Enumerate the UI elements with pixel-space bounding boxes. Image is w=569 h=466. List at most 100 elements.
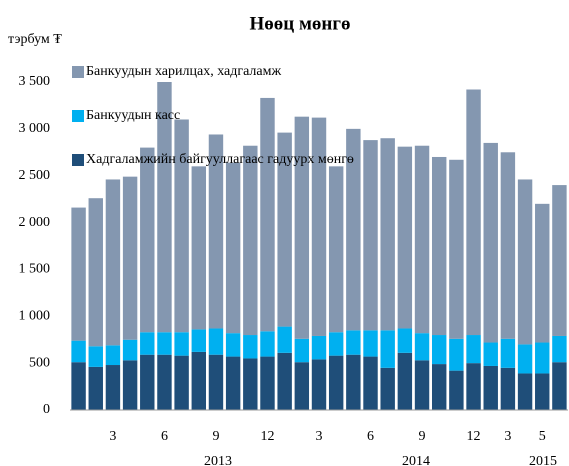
bar-segment xyxy=(397,328,413,353)
bar-segment xyxy=(535,203,550,343)
bar-segment xyxy=(191,329,207,352)
bar-segment xyxy=(311,117,327,336)
bar-segment xyxy=(466,89,481,336)
x-tick-label: 6 xyxy=(367,429,374,444)
bar-segment xyxy=(483,365,498,410)
bar-segment xyxy=(294,116,310,339)
bar-segment xyxy=(414,145,430,334)
bar-segment xyxy=(346,330,361,355)
bar-segment xyxy=(208,328,224,355)
bar-segment xyxy=(225,356,241,410)
bar-segment xyxy=(535,342,550,374)
legend-label: Банкуудын харилцах, хадгаламж xyxy=(86,64,281,79)
bar-segment xyxy=(346,128,361,331)
bar-segment xyxy=(122,339,138,361)
y-axis-label: тэрбум ₮ xyxy=(8,32,62,47)
bar-segment xyxy=(380,138,395,331)
bar-segment xyxy=(208,354,224,410)
bar-segment xyxy=(174,355,189,410)
bar-segment xyxy=(517,344,533,374)
x-tick-label: 9 xyxy=(419,429,426,444)
legend-swatch xyxy=(72,110,84,122)
bar-segment xyxy=(397,352,413,410)
bar-segment xyxy=(260,97,275,332)
bar-segment xyxy=(500,367,516,410)
bar-segment xyxy=(363,356,378,410)
bar-segment xyxy=(105,345,121,366)
year-label: 2014 xyxy=(402,454,430,466)
bar-segment xyxy=(552,335,567,363)
bar-segment xyxy=(483,342,498,366)
bar-segment xyxy=(466,363,481,410)
bar-segment xyxy=(191,351,207,410)
bar-segment xyxy=(191,166,207,330)
x-tick-label: 5 xyxy=(539,429,546,444)
bar-segment xyxy=(346,354,361,410)
y-tick-label: 1 000 xyxy=(19,309,51,324)
bar-segment xyxy=(260,331,275,357)
bar-segment xyxy=(466,335,481,364)
bar-segment xyxy=(122,176,138,340)
bar-segment xyxy=(517,373,533,410)
bar-segment xyxy=(294,338,310,363)
legend-label: Хадгаламжийн байгууллагаас гадуурх мөнгө xyxy=(86,152,354,167)
bar-segment xyxy=(71,207,86,341)
bar-segment xyxy=(552,362,567,410)
bar-segment xyxy=(311,335,327,360)
bar-segment xyxy=(397,146,413,329)
y-tick-label: 3 500 xyxy=(19,74,51,89)
x-tick-label: 12 xyxy=(260,429,274,444)
bar-segment xyxy=(140,354,155,410)
bar-segment xyxy=(535,373,550,410)
legend-swatch xyxy=(72,154,84,166)
bar-segment xyxy=(449,338,464,371)
bar-segment xyxy=(277,326,292,353)
bar-segment xyxy=(157,354,172,410)
bar-segment xyxy=(277,132,292,327)
x-tick-label: 9 xyxy=(212,429,219,444)
bar-segment xyxy=(71,340,86,363)
bar-segment xyxy=(174,332,189,356)
bar-segment xyxy=(431,156,447,336)
bar-segment xyxy=(500,338,516,368)
bar-segment xyxy=(294,362,310,410)
bar-segment xyxy=(449,159,464,339)
bar-segment xyxy=(140,147,155,333)
y-tick-label: 1 500 xyxy=(19,262,51,277)
bar-segment xyxy=(328,332,344,356)
bar-segment xyxy=(414,360,430,410)
bar-segment xyxy=(328,166,344,333)
bar-segment xyxy=(88,366,103,410)
bar-segment xyxy=(225,333,241,357)
bar-segment xyxy=(105,179,121,346)
bar-segment xyxy=(328,355,344,410)
x-tick-label: 3 xyxy=(109,429,116,444)
bar-segment xyxy=(157,332,172,355)
bar-segment xyxy=(122,360,138,410)
bar-segment xyxy=(260,356,275,410)
bar-segment xyxy=(552,185,567,336)
y-tick-label: 2 500 xyxy=(19,168,51,183)
bar-segment xyxy=(500,152,516,339)
x-tick-label: 12 xyxy=(467,429,481,444)
bar-segment xyxy=(243,335,258,359)
bar-segment xyxy=(105,365,121,410)
bar-segment xyxy=(363,330,378,357)
y-tick-label: 500 xyxy=(29,355,50,370)
bar-segment xyxy=(208,134,224,329)
bar-segment xyxy=(71,362,86,410)
bar-segment xyxy=(243,358,258,410)
year-label: 2013 xyxy=(204,454,232,466)
bar-segment xyxy=(243,145,258,336)
bar-segment xyxy=(380,330,395,368)
bar-segment xyxy=(88,198,103,347)
bar-segment xyxy=(380,367,395,410)
bar-segment xyxy=(140,332,155,355)
bar-segment xyxy=(157,82,172,333)
bar-segment xyxy=(431,335,447,365)
bar-segment xyxy=(483,142,498,343)
x-tick-label: 6 xyxy=(161,429,168,444)
bar-segment xyxy=(517,179,533,345)
x-tick-label: 3 xyxy=(316,429,323,444)
